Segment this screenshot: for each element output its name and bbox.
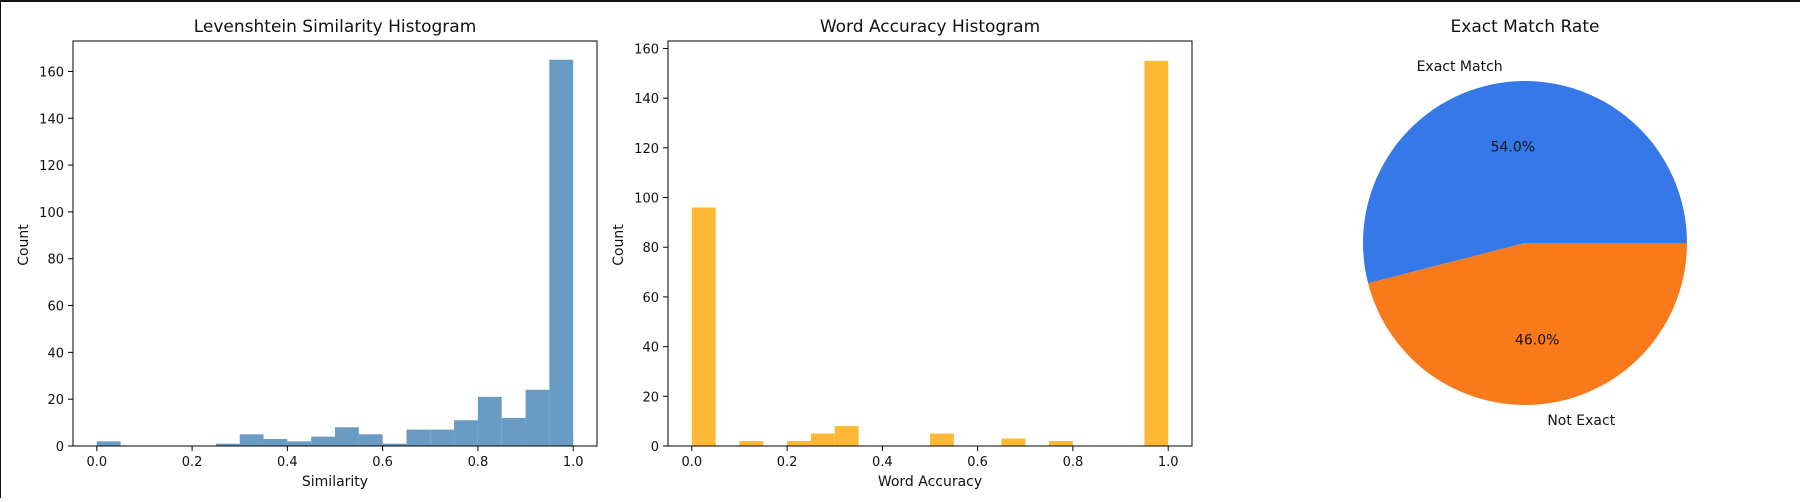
pie-slices	[1363, 81, 1687, 406]
x-tick-label: 0.8	[1063, 455, 1084, 470]
histogram-bar	[311, 436, 335, 446]
x-tick-label: 0.2	[182, 455, 203, 470]
pie-slice	[1363, 81, 1687, 284]
x-ticks: 0.0 0.2 0.4 0.6 0.8 1.0	[681, 446, 1179, 470]
bars-group	[691, 60, 1169, 447]
y-tick-label: 120	[39, 159, 64, 174]
exact-match-pie: Exact Match Rate Exact Match 54.0% Not Exa…	[1363, 17, 1687, 429]
y-ticks: 0 20 40 60 80 100 120 140 160	[634, 42, 668, 455]
histogram-bar	[501, 417, 526, 446]
y-tick-label: 80	[642, 241, 659, 256]
similarity-histogram: Levenshtein Similarity Histogram 0.0 0.2 0…	[16, 17, 598, 490]
pie-pct-label: 46.0%	[1515, 332, 1559, 348]
histogram-bar	[810, 433, 835, 446]
histogram-bar	[454, 420, 478, 446]
histogram-bar	[739, 441, 764, 446]
histogram-bar	[787, 441, 811, 446]
histogram-bar	[263, 438, 288, 446]
histogram-bar	[549, 59, 574, 446]
x-tick-label: 1.0	[563, 455, 584, 470]
histogram-bar	[1049, 441, 1073, 446]
y-tick-label: 120	[634, 142, 659, 157]
y-tick-label: 20	[47, 393, 64, 408]
y-axis-label: Count	[16, 224, 32, 266]
x-tick-label: 0.6	[372, 455, 393, 470]
chart-title: Levenshtein Similarity Histogram	[194, 17, 477, 37]
histogram-bar	[1001, 438, 1026, 446]
y-tick-label: 100	[634, 192, 659, 207]
x-tick-label: 0.0	[86, 455, 107, 470]
histogram-bar	[691, 207, 716, 446]
x-tick-label: 0.4	[872, 455, 893, 470]
word-accuracy-histogram: Word Accuracy Histogram 0.0 0.2 0.4 0.6 0.8 1…	[611, 17, 1193, 490]
y-tick-label: 0	[56, 440, 64, 455]
histogram-bar	[358, 434, 383, 446]
x-axis-label: Word Accuracy	[878, 474, 982, 490]
histogram-bar	[287, 441, 312, 446]
pie-slice	[1368, 243, 1687, 406]
y-tick-label: 100	[39, 206, 64, 221]
x-tick-label: 0.8	[468, 455, 489, 470]
x-tick-label: 0.2	[777, 455, 798, 470]
histogram-bar	[96, 441, 121, 446]
histogram-bar	[335, 427, 359, 446]
pie-slice-label: Not Exact	[1547, 413, 1615, 429]
histogram-bar	[382, 443, 407, 446]
histogram-bar	[430, 429, 455, 446]
axes-frame	[72, 40, 598, 447]
histogram-bar	[477, 396, 502, 446]
pie-pct-label: 54.0%	[1491, 140, 1535, 156]
axes-frame	[667, 40, 1193, 447]
x-tick-label: 0.6	[967, 455, 988, 470]
y-tick-label: 0	[651, 440, 659, 455]
y-tick-label: 80	[47, 253, 64, 268]
y-tick-label: 60	[642, 291, 659, 306]
y-tick-label: 160	[39, 65, 64, 80]
chart-title: Exact Match Rate	[1451, 17, 1600, 37]
histogram-bar	[834, 426, 859, 446]
y-tick-label: 40	[47, 346, 64, 361]
y-tick-label: 140	[634, 92, 659, 107]
pie-slice-label: Exact Match	[1417, 59, 1503, 75]
x-tick-label: 0.0	[681, 455, 702, 470]
histogram-bar	[406, 429, 431, 446]
y-tick-label: 140	[39, 112, 64, 127]
histogram-bar	[525, 389, 550, 446]
y-tick-label: 20	[642, 390, 659, 405]
histogram-bar	[215, 443, 240, 446]
x-tick-label: 0.4	[277, 455, 298, 470]
histogram-bar	[239, 434, 264, 446]
x-axis-label: Similarity	[302, 474, 368, 490]
y-axis-label: Count	[611, 224, 627, 266]
chart-title: Word Accuracy Histogram	[820, 17, 1040, 37]
histogram-bar	[930, 433, 954, 446]
pie-labels: Exact Match 54.0% Not Exact 46.0%	[1417, 59, 1616, 429]
y-tick-label: 60	[47, 300, 64, 315]
y-tick-label: 160	[634, 42, 659, 57]
y-ticks: 0 20 40 60 80 100 120 140 160	[39, 65, 73, 455]
bars-group	[96, 59, 574, 446]
x-tick-label: 1.0	[1158, 455, 1179, 470]
x-ticks: 0.0 0.2 0.4 0.6 0.8 1.0	[86, 446, 584, 470]
y-tick-label: 40	[642, 341, 659, 356]
histogram-bar	[1144, 60, 1169, 447]
